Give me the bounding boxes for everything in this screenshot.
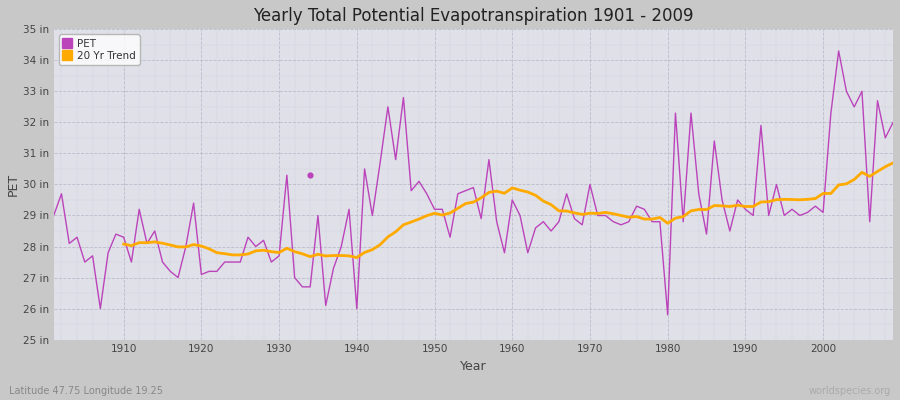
20 Yr Trend (351, 255, 362, 260)
Text: worldspecies.org: worldspecies.org (809, 386, 891, 396)
20 Yr Trend (585, 211, 596, 216)
20 Yr Trend (887, 160, 898, 165)
Title: Yearly Total Potential Evapotranspiration 1901 - 2009: Yearly Total Potential Evapotranspiratio… (253, 7, 694, 25)
20 Yr Trend (266, 249, 276, 254)
PET (887, 120, 898, 125)
Line: 20 Yr Trend: 20 Yr Trend (123, 163, 893, 258)
PET (500, 250, 510, 255)
Point (303, 172, 318, 178)
PET (507, 198, 517, 202)
Y-axis label: PET: PET (7, 173, 20, 196)
PET (662, 312, 673, 317)
Line: PET: PET (54, 51, 893, 315)
20 Yr Trend (118, 242, 129, 246)
PET (49, 213, 59, 218)
PET (282, 173, 292, 178)
Text: Latitude 47.75 Longitude 19.25: Latitude 47.75 Longitude 19.25 (9, 386, 163, 396)
20 Yr Trend (297, 252, 308, 256)
PET (111, 232, 122, 236)
PET (833, 49, 844, 54)
20 Yr Trend (522, 190, 533, 194)
PET (600, 213, 611, 218)
Legend: PET, 20 Yr Trend: PET, 20 Yr Trend (58, 34, 140, 65)
PET (328, 266, 339, 271)
20 Yr Trend (857, 170, 868, 175)
X-axis label: Year: Year (460, 360, 487, 373)
20 Yr Trend (833, 182, 844, 187)
